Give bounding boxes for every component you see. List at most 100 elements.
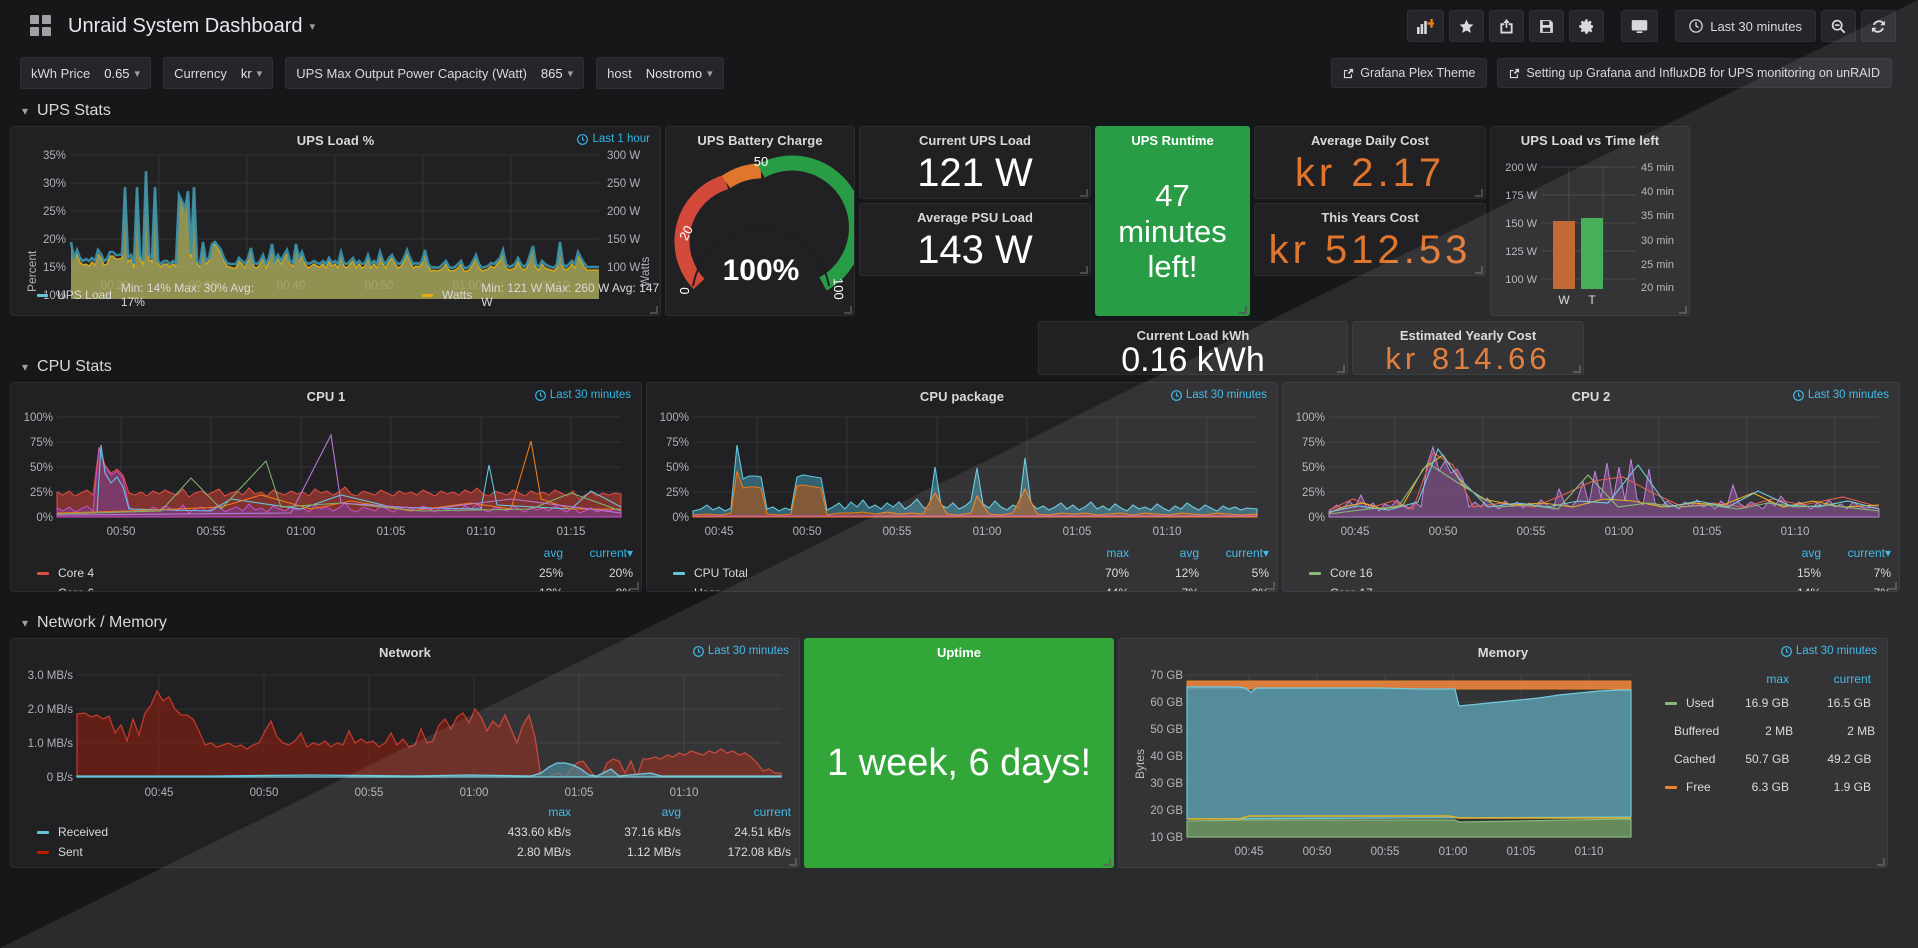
- variable-kwh-price[interactable]: kWh Price 0.65 ▾: [20, 57, 152, 89]
- legend-header[interactable]: max avg current▾: [647, 543, 1277, 563]
- legend-header[interactable]: avg current▾: [11, 543, 641, 563]
- legend-col-current[interactable]: current: [1833, 672, 1871, 686]
- legend-row[interactable]: Core 16 15% 7%: [1283, 563, 1899, 583]
- legend-col-current[interactable]: current: [753, 805, 791, 819]
- section-cpu-stats[interactable]: ▾ CPU Stats: [0, 350, 1918, 382]
- panel-resize-handle[interactable]: [1103, 858, 1111, 866]
- panel-time-range[interactable]: Last 30 minutes: [1170, 389, 1267, 401]
- panel-resize-handle[interactable]: [1080, 266, 1088, 274]
- panel-resize-handle[interactable]: [1337, 365, 1345, 373]
- legend-row[interactable]: User 44%7%3%: [647, 583, 1277, 591]
- panel-time-range[interactable]: Last 30 minutes: [534, 389, 631, 401]
- section-network-memory[interactable]: ▾ Network / Memory: [0, 606, 1918, 638]
- save-button[interactable]: [1529, 10, 1565, 42]
- legend-col-max[interactable]: max: [1106, 546, 1129, 560]
- legend-col-max[interactable]: max: [1766, 672, 1789, 686]
- panel-resize-handle[interactable]: [1679, 306, 1687, 314]
- panel-resize-handle[interactable]: [1573, 365, 1581, 373]
- section-ups-stats[interactable]: ▾ UPS Stats: [0, 94, 1918, 126]
- grid-icon[interactable]: [30, 15, 52, 37]
- legend-col-current[interactable]: current▾: [589, 546, 633, 560]
- legend-swatch: [37, 571, 49, 575]
- panel-average-daily-cost: Average Daily Cost kr 2.17: [1254, 126, 1486, 199]
- page-title[interactable]: Unraid System Dashboard: [68, 14, 303, 37]
- legend-col-max[interactable]: max: [548, 805, 571, 819]
- ups-stats-row: UPS Load % Last 1 hour Percent Watts 35%…: [0, 126, 1918, 316]
- legend-row[interactable]: Received 433.60 kB/s 37.16 kB/s 24.51 kB/s: [11, 822, 799, 842]
- link-grafana-plex-theme[interactable]: Grafana Plex Theme: [1331, 58, 1488, 88]
- stat-currency: kr: [1385, 341, 1420, 375]
- legend-header[interactable]: avg current▾: [1283, 543, 1899, 563]
- panel-resize-handle[interactable]: [789, 858, 797, 866]
- external-link-icon: [1344, 68, 1354, 78]
- panel-time-range[interactable]: Last 30 minutes: [1792, 389, 1889, 401]
- tv-mode-button[interactable]: [1621, 10, 1659, 42]
- svg-text:40 min: 40 min: [1641, 186, 1674, 198]
- legend-row[interactable]: Core 17 14%7%: [1283, 583, 1899, 593]
- legend-row[interactable]: Free 6.3 GB 1.9 GB: [1639, 773, 1879, 801]
- stat-value: 47 minutes left!: [1118, 178, 1227, 285]
- variable-currency[interactable]: Currency kr ▾: [163, 57, 274, 89]
- svg-text:01:00: 01:00: [287, 526, 316, 538]
- legend-col-avg[interactable]: avg: [543, 546, 563, 560]
- variable-value[interactable]: 0.65 ▾: [104, 65, 141, 81]
- panel-resize-handle[interactable]: [1475, 266, 1483, 274]
- variable-value[interactable]: Nostromo ▾: [645, 65, 713, 81]
- settings-gear-button[interactable]: [1569, 10, 1605, 42]
- legend-row[interactable]: Core 4 25% 20%: [11, 563, 641, 583]
- legend-row[interactable]: UPS Load Min: 14% Max: 30% Avg: 17% Watt…: [11, 281, 660, 309]
- legend-row[interactable]: Used 16.9 GB 16.5 GB: [1639, 689, 1879, 717]
- time-range-picker[interactable]: Last 30 minutes: [1675, 10, 1816, 42]
- legend-col-avg[interactable]: avg: [1801, 546, 1821, 560]
- panel-time-range[interactable]: Last 30 minutes: [1780, 645, 1877, 657]
- legend-col-current[interactable]: current▾: [1847, 546, 1891, 560]
- network-memory-row: Network Last 30 minutes 3.0 MB/s 2.0 MB/s…: [0, 638, 1918, 868]
- legend-header[interactable]: max avg current: [11, 802, 799, 822]
- legend-header[interactable]: max current: [1639, 669, 1879, 689]
- legend-row[interactable]: CPU Total 70% 12% 5%: [647, 563, 1277, 583]
- legend-col-current[interactable]: current▾: [1225, 546, 1269, 560]
- zoom-out-button[interactable]: [1821, 10, 1856, 42]
- panel-resize-handle[interactable]: [1889, 582, 1897, 590]
- panel-legend: max avg current▾ CPU Total 70%12%5% User…: [647, 543, 1277, 591]
- bar-w: [1553, 221, 1575, 289]
- legend-row[interactable]: Buffered 2 MB 2 MB: [1674, 724, 1876, 738]
- star-button[interactable]: [1449, 10, 1485, 42]
- variable-value[interactable]: 865 ▾: [540, 65, 574, 81]
- variable-ups-max-output[interactable]: UPS Max Output Power Capacity (Watt) 865…: [285, 57, 585, 89]
- panel-time-range[interactable]: Last 30 minutes: [692, 645, 789, 657]
- gauge-value: 100%: [723, 254, 800, 287]
- link-label: Grafana Plex Theme: [1360, 66, 1476, 80]
- clock-icon: [577, 133, 589, 145]
- legend-col-avg[interactable]: avg: [661, 805, 681, 819]
- panel-time-range[interactable]: Last 1 hour: [577, 133, 650, 145]
- legend-col-avg[interactable]: avg: [1179, 546, 1199, 560]
- chevron-down-icon[interactable]: ▾: [309, 20, 316, 33]
- legend-row[interactable]: Cached 50.7 GB 49.2 GB: [1674, 752, 1872, 766]
- legend-swatch: [1309, 592, 1321, 593]
- refresh-button[interactable]: [1861, 10, 1896, 42]
- legend-row[interactable]: Sent 2.80 MB/s 1.12 MB/s 172.08 kB/s: [11, 842, 799, 862]
- panel-resize-handle[interactable]: [1267, 582, 1275, 590]
- svg-text:1.0 MB/s: 1.0 MB/s: [28, 738, 74, 750]
- add-panel-button[interactable]: [1407, 10, 1445, 42]
- panel-resize-handle[interactable]: [1080, 189, 1088, 197]
- panel-resize-handle[interactable]: [1239, 306, 1247, 314]
- panel-resize-handle[interactable]: [631, 582, 639, 590]
- link-ups-monitoring-guide[interactable]: Setting up Grafana and InfluxDB for UPS …: [1497, 58, 1892, 88]
- panel-resize-handle[interactable]: [844, 306, 852, 314]
- variable-label: Currency: [174, 65, 227, 81]
- variable-value[interactable]: kr ▾: [240, 65, 263, 81]
- panel-resize-handle[interactable]: [1877, 858, 1885, 866]
- svg-text:01:10: 01:10: [670, 787, 699, 799]
- variable-label: kWh Price: [31, 65, 91, 81]
- share-button[interactable]: [1489, 10, 1525, 42]
- panel-resize-handle[interactable]: [650, 306, 658, 314]
- gauge-tick-100: 100: [831, 278, 847, 300]
- variable-host[interactable]: host Nostromo ▾: [596, 57, 724, 89]
- legend-label: Used: [1686, 696, 1715, 710]
- stat-value: 143 W: [917, 228, 1033, 272]
- svg-text:150 W: 150 W: [607, 234, 640, 246]
- legend-row[interactable]: Core 6 13%8%: [11, 583, 641, 591]
- panel-resize-handle[interactable]: [1475, 189, 1483, 197]
